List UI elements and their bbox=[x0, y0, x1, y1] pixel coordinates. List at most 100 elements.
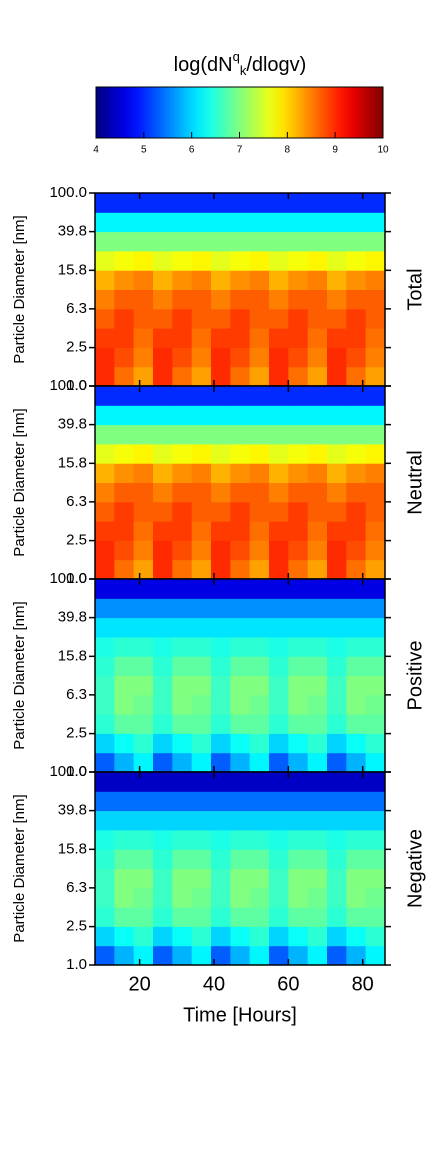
heat-cell bbox=[327, 193, 347, 213]
y-tick-label: 100.0 bbox=[49, 570, 87, 587]
heat-cell bbox=[365, 694, 386, 715]
heat-cell bbox=[327, 386, 347, 406]
heat-cell bbox=[211, 617, 231, 638]
y-axis-title: Particle Diameter [nm] bbox=[11, 408, 28, 556]
heat-cell bbox=[153, 579, 173, 599]
heat-cell bbox=[133, 328, 154, 348]
heat-cell bbox=[114, 656, 135, 676]
heat-cell bbox=[133, 386, 154, 406]
heat-cell bbox=[269, 540, 289, 561]
heat-cell bbox=[249, 887, 270, 908]
heat-cell bbox=[307, 308, 328, 329]
heat-cell bbox=[269, 752, 289, 773]
heat-cell bbox=[172, 772, 193, 792]
heat-cell bbox=[249, 598, 270, 619]
heat-cell bbox=[114, 501, 135, 522]
heat-cell bbox=[153, 675, 173, 696]
y-axis-title: Particle Diameter [nm] bbox=[11, 215, 28, 363]
heat-cell bbox=[307, 829, 328, 850]
heat-cell bbox=[95, 656, 115, 676]
heat-cell bbox=[95, 617, 115, 638]
heat-cell bbox=[211, 250, 231, 271]
heat-cell bbox=[327, 868, 347, 889]
heat-cell bbox=[307, 270, 328, 290]
heat-cell bbox=[95, 347, 115, 368]
heat-cell bbox=[172, 733, 193, 754]
heat-cell bbox=[191, 405, 212, 426]
heat-cell bbox=[307, 656, 328, 676]
heat-cell bbox=[172, 714, 193, 734]
colorbar-tick-label: 6 bbox=[189, 145, 195, 156]
heat-cell bbox=[172, 501, 193, 522]
heat-cell bbox=[288, 810, 309, 831]
heat-cell bbox=[114, 443, 135, 464]
heat-cell bbox=[269, 598, 289, 619]
heat-cell bbox=[191, 849, 212, 869]
heat-cell bbox=[153, 868, 173, 889]
heat-cell bbox=[327, 308, 347, 329]
heat-cell bbox=[153, 849, 173, 869]
y-tick-label: 100.0 bbox=[49, 184, 87, 201]
heat-cell bbox=[133, 212, 154, 233]
heat-cell bbox=[172, 675, 193, 696]
heat-cell bbox=[269, 482, 289, 503]
heat-cell bbox=[269, 250, 289, 271]
heat-cell bbox=[230, 772, 251, 792]
heat-cell bbox=[269, 270, 289, 290]
heat-cell bbox=[95, 907, 115, 927]
y-tick-label: 15.8 bbox=[58, 454, 87, 471]
heat-cell bbox=[365, 212, 386, 233]
heat-cell bbox=[249, 501, 270, 522]
heat-cell bbox=[211, 752, 231, 773]
heat-cell bbox=[133, 308, 154, 329]
heat-cell bbox=[346, 366, 367, 387]
heat-cell bbox=[211, 907, 231, 927]
heat-cell bbox=[172, 598, 193, 619]
heat-cell bbox=[230, 675, 251, 696]
heat-cell bbox=[133, 868, 154, 889]
colorbar-tick-label: 10 bbox=[377, 145, 389, 156]
heat-cell bbox=[288, 829, 309, 850]
heat-cell bbox=[288, 463, 309, 483]
heat-cell bbox=[114, 289, 135, 310]
heat-cell bbox=[211, 675, 231, 696]
heat-cell bbox=[327, 617, 347, 638]
heat-cell bbox=[307, 443, 328, 464]
heat-cell bbox=[365, 328, 386, 348]
heat-cell bbox=[327, 598, 347, 619]
heat-cell bbox=[230, 714, 251, 734]
heat-cell bbox=[211, 328, 231, 348]
heat-cell bbox=[133, 579, 154, 599]
heat-cell bbox=[230, 907, 251, 927]
heat-cell bbox=[230, 598, 251, 619]
x-tick-label: 20 bbox=[128, 973, 150, 995]
heat-cell bbox=[95, 424, 115, 445]
heat-cell bbox=[95, 829, 115, 850]
heat-cell bbox=[307, 617, 328, 638]
heat-cell bbox=[153, 945, 173, 966]
heat-cell bbox=[346, 231, 367, 252]
heat-cell bbox=[172, 694, 193, 715]
heat-cell bbox=[249, 270, 270, 290]
heat-cell bbox=[307, 366, 328, 387]
x-tick-label: 60 bbox=[277, 973, 299, 995]
heat-cell bbox=[191, 270, 212, 290]
heat-cell bbox=[191, 386, 212, 406]
heat-cell bbox=[211, 482, 231, 503]
colorbar-tick-label: 7 bbox=[237, 145, 243, 156]
heat-cell bbox=[346, 250, 367, 271]
heat-cell bbox=[153, 598, 173, 619]
heat-cell bbox=[288, 347, 309, 368]
heat-cell bbox=[249, 559, 270, 580]
heat-cell bbox=[114, 810, 135, 831]
heat-cell bbox=[249, 636, 270, 657]
heat-cell bbox=[172, 791, 193, 812]
heat-cell bbox=[365, 347, 386, 368]
heat-cell bbox=[288, 521, 309, 541]
heat-cell bbox=[269, 849, 289, 869]
heat-cell bbox=[269, 386, 289, 406]
heat-cell bbox=[307, 424, 328, 445]
heat-cell bbox=[172, 617, 193, 638]
heat-cell bbox=[191, 868, 212, 889]
heat-cell bbox=[95, 540, 115, 561]
